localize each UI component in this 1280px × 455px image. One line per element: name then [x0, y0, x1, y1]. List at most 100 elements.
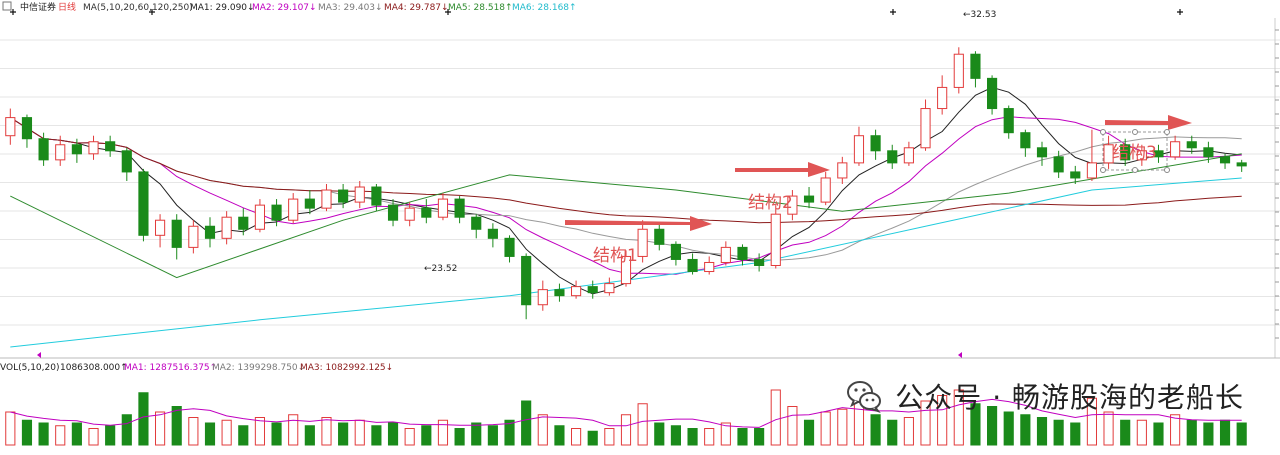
- volume-bar: [71, 422, 82, 446]
- volume-bar: [537, 414, 548, 446]
- candle-body: [571, 286, 582, 297]
- candle-body: [121, 150, 132, 173]
- candle-body: [288, 198, 299, 221]
- volume-bar: [837, 408, 848, 446]
- volume-bar: [953, 389, 964, 446]
- vol-value: 1086308.000↑: [60, 363, 128, 373]
- scroll-marker-icon[interactable]: [958, 352, 962, 358]
- volume-bar: [720, 422, 731, 446]
- ma2-value: MA2: 29.107↓: [252, 3, 317, 13]
- candle-body: [887, 150, 898, 164]
- candle-body: [354, 186, 365, 203]
- volume-bar: [105, 425, 116, 446]
- volume-bar: [870, 414, 881, 446]
- candle-body: [1086, 162, 1097, 179]
- volume-bar: [387, 422, 399, 446]
- candle-body: [1020, 132, 1031, 149]
- candle-body: [387, 204, 399, 221]
- volume-bar: [321, 417, 332, 446]
- volume-bar: [254, 417, 265, 446]
- volume-bar: [887, 419, 898, 446]
- volume-bar: [155, 411, 166, 446]
- marker-cross-icon: [890, 9, 896, 15]
- candle-body: [770, 213, 781, 266]
- volume-bar: [704, 428, 715, 446]
- structure3-selection-box[interactable]: [1100, 129, 1170, 173]
- collapse-box-icon[interactable]: [2, 1, 12, 11]
- volume-bar: [55, 425, 66, 446]
- volume-bar: [271, 422, 282, 446]
- volume-bar: [637, 403, 648, 446]
- price-legend: 中信证券 日线 MA(5,10,20,60,120,250) MA1: 29.0…: [2, 1, 577, 13]
- candle-body: [837, 162, 848, 179]
- volume-bar: [604, 428, 615, 446]
- volume-bar: [88, 428, 99, 446]
- candle-body: [1153, 150, 1164, 158]
- volume-bar: [354, 419, 365, 446]
- volume-bar: [404, 428, 415, 446]
- candle-body: [637, 228, 648, 257]
- structure1-arrow: [565, 216, 712, 231]
- candle-body: [238, 216, 249, 230]
- candle-body: [687, 258, 698, 273]
- vol-ma3-value: MA3: 1082992.125↓: [300, 363, 393, 373]
- volume-bar: [687, 428, 698, 446]
- volume-bar: [1120, 419, 1131, 446]
- volume-bar: [38, 422, 49, 446]
- candle-body: [1053, 156, 1064, 173]
- volume-bar: [471, 422, 482, 446]
- volume-bar: [1070, 422, 1081, 446]
- volume-bar: [754, 428, 765, 446]
- candle-body: [987, 77, 998, 110]
- candle-body: [737, 246, 748, 260]
- volume-bar: [654, 422, 665, 446]
- candle-body: [554, 289, 565, 297]
- volume-bar: [521, 400, 532, 446]
- candle-body: [1219, 156, 1231, 164]
- volume-bar: [1086, 397, 1097, 446]
- candle-body: [421, 207, 432, 218]
- candle-body: [1003, 108, 1014, 134]
- candle-body: [1103, 144, 1114, 164]
- ma3-value: MA3: 29.403↓: [318, 3, 383, 13]
- candle-body: [937, 86, 948, 110]
- candle-body: [171, 219, 182, 248]
- volume-bar: [138, 392, 149, 446]
- volume-bar: [1219, 419, 1231, 446]
- candle-body: [338, 189, 349, 203]
- ma5-value: MA5: 28.518↑: [448, 3, 513, 13]
- candle-body: [71, 144, 82, 155]
- volume-bar: [620, 414, 632, 446]
- watermark-text: 公众号 · 畅游股海的老船长: [895, 381, 1244, 414]
- candle-body: [105, 141, 116, 152]
- volume-bar: [554, 425, 565, 446]
- candle-body: [537, 289, 548, 306]
- volume-bar: [787, 406, 798, 446]
- candle-body: [487, 228, 498, 239]
- marker-cross-icon: [445, 9, 451, 15]
- volume-bar: [1186, 419, 1197, 446]
- candle-body: [1136, 150, 1147, 161]
- candle-body: [254, 204, 265, 230]
- ma-params: MA(5,10,20,60,120,250): [83, 3, 193, 13]
- structure2-label: 结构2: [748, 193, 793, 213]
- volume-bar: [21, 419, 33, 446]
- volume-bar: [1170, 414, 1181, 446]
- volume-bar: [1036, 417, 1048, 446]
- scroll-left-marker-icon[interactable]: [37, 352, 41, 358]
- volume-bar: [437, 419, 449, 446]
- volume-bar: [1103, 411, 1114, 446]
- low-price-label: ←23.52: [424, 264, 457, 274]
- structure1-label: 结构1: [593, 246, 638, 266]
- marker-row: [10, 9, 1183, 15]
- ma1-value: MA1: 29.090↓: [190, 3, 255, 13]
- candle-body: [1186, 141, 1197, 149]
- volume-bar: [903, 417, 914, 446]
- volume-bar: [920, 400, 931, 446]
- volume-bar: [304, 425, 315, 446]
- candle-body: [1170, 141, 1181, 158]
- volume-bar: [770, 389, 781, 446]
- vol-ma1-value: MA1: 1287516.375↑: [124, 363, 217, 373]
